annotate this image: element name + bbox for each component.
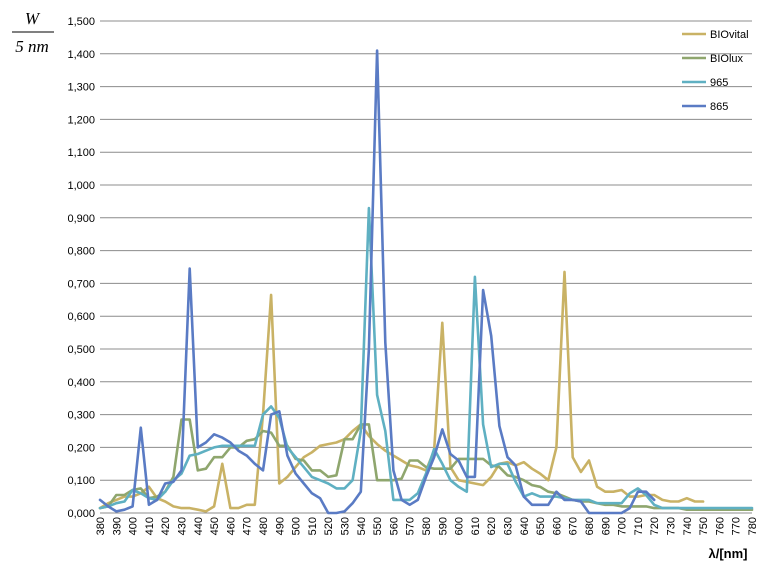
legend-label-biovital: BIOvital [710, 29, 749, 41]
y-tick-label: 0,400 [67, 377, 95, 389]
y-tick-label: 0,200 [67, 442, 95, 454]
y-tick-label: 0,800 [67, 246, 95, 258]
legend-label-biolux: BIOlux [710, 53, 744, 65]
x-axis-label: λ/[nm] [709, 546, 748, 561]
x-tick-label: 400 [128, 517, 140, 535]
x-tick-label: 460 [225, 517, 237, 535]
x-tick-label: 710 [633, 517, 645, 535]
x-tick-label: 480 [258, 517, 270, 535]
x-tick-label: 530 [340, 517, 352, 535]
x-tick-label: 420 [160, 517, 172, 535]
y-tick-label: 0,600 [67, 311, 95, 323]
x-tick-label: 570 [405, 517, 417, 535]
series-line-865 [98, 49, 656, 515]
y-tick-label: 1,300 [67, 82, 95, 94]
y-tick-label: 1,500 [67, 16, 95, 28]
y-tick-label: 0,500 [67, 344, 95, 356]
x-tick-label: 650 [535, 517, 547, 535]
y-tick-label: 0,300 [67, 410, 95, 422]
y-tick-label: 1,000 [67, 180, 95, 192]
x-tick-label: 610 [470, 517, 482, 535]
x-tick-label: 490 [274, 517, 286, 535]
x-tick-label: 430 [177, 517, 189, 535]
series-line-biovital [98, 270, 705, 513]
legend: BIOvital BIOlux 965 865 [682, 29, 749, 113]
x-tick-label: 680 [584, 517, 596, 535]
x-tick-label: 550 [372, 517, 384, 535]
x-tick-label: 540 [356, 517, 368, 535]
legend-label-965: 965 [710, 77, 728, 89]
y-tick-label: 0,700 [67, 278, 95, 290]
x-tick-label: 440 [193, 517, 205, 535]
x-tick-label: 470 [242, 517, 254, 535]
series-line-biolux [98, 418, 754, 512]
x-tick-label: 500 [291, 517, 303, 535]
x-tick-label: 600 [454, 517, 466, 535]
x-tick-label: 580 [421, 517, 433, 535]
y-tick-label: 1,100 [67, 147, 95, 159]
y-tick-label: 0,900 [67, 213, 95, 225]
x-tick-label: 690 [600, 517, 612, 535]
x-tick-label: 760 [714, 517, 726, 535]
y-tick-label: 1,400 [67, 49, 95, 61]
x-tick-label: 700 [617, 517, 629, 535]
y-axis-label-numerator: W [25, 9, 41, 28]
y-tick-label: 1,200 [67, 114, 95, 126]
legend-label-865: 865 [710, 101, 728, 113]
x-tick-label: 380 [95, 517, 107, 535]
x-tick-label: 750 [698, 517, 710, 535]
x-tick-label: 560 [388, 517, 400, 535]
x-tick-label: 450 [209, 517, 221, 535]
x-tick-label: 780 [747, 517, 759, 535]
x-tick-label: 660 [551, 517, 563, 535]
y-axis-label: W 5 nm [12, 9, 54, 56]
x-tick-label: 720 [649, 517, 661, 535]
x-tick-label: 630 [503, 517, 515, 535]
x-tick-label: 520 [323, 517, 335, 535]
y-axis-label-denominator: 5 nm [15, 37, 49, 56]
series-lines [98, 49, 754, 515]
x-tick-label: 510 [307, 517, 319, 535]
x-tick-label: 410 [144, 517, 156, 535]
y-tick-labels: 0,000 0,100 0,200 0,300 0,400 0,500 0,600 0,700… [67, 16, 95, 520]
x-tick-label: 670 [568, 517, 580, 535]
gridlines [100, 20, 752, 514]
x-tick-label: 740 [682, 517, 694, 535]
y-tick-label: 0,000 [67, 508, 95, 520]
x-tick-label: 730 [666, 517, 678, 535]
y-tick-label: 0,100 [67, 475, 95, 487]
x-tick-label: 590 [437, 517, 449, 535]
x-tick-label: 640 [519, 517, 531, 535]
x-tick-label: 620 [486, 517, 498, 535]
x-tick-label: 770 [731, 517, 743, 535]
x-tick-label: 390 [111, 517, 123, 535]
x-tick-labels: 380 390 400 410 420 430 440 450 460 470 480 490 500 5… [95, 517, 759, 535]
